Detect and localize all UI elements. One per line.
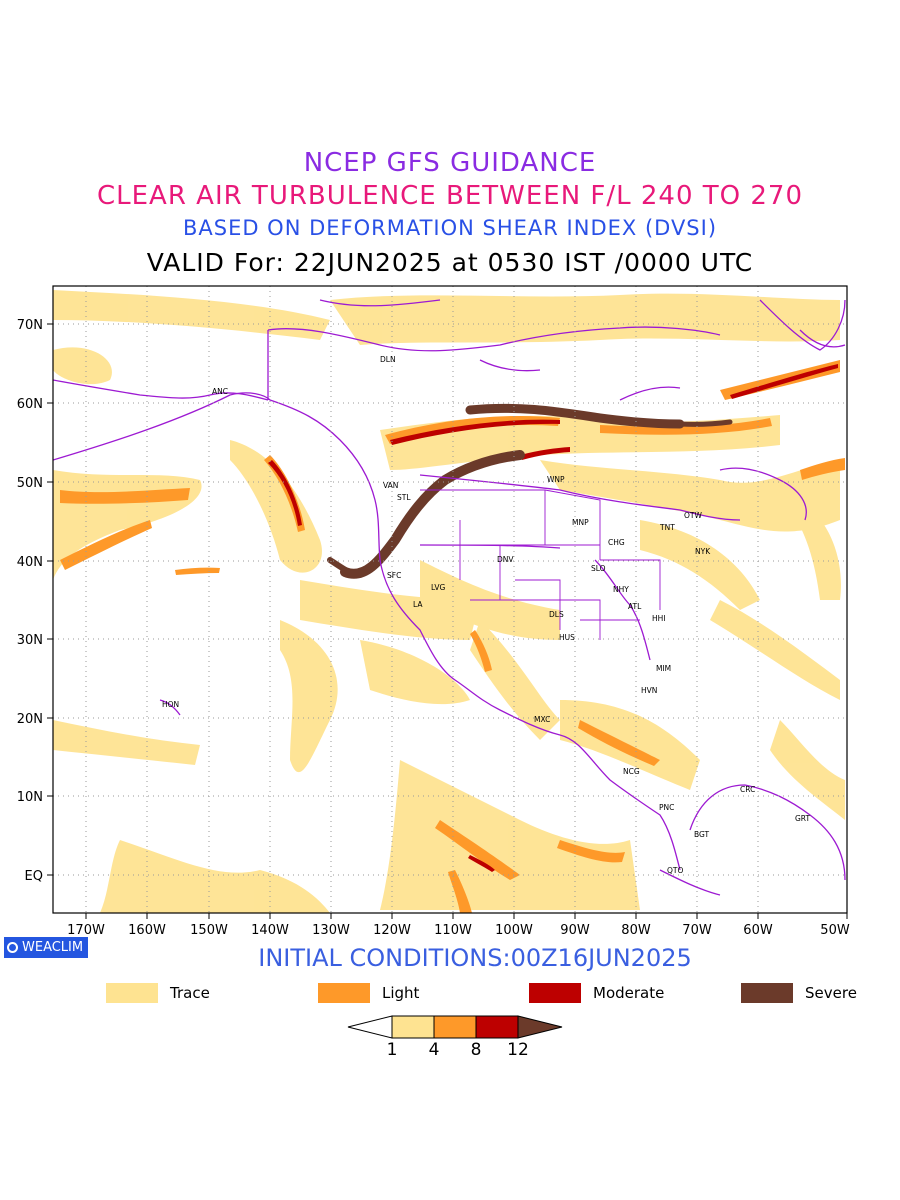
lat-label: EQ <box>25 869 43 884</box>
lon-label: 130W <box>312 923 350 938</box>
lon-label: 160W <box>128 923 166 938</box>
legend-swatch <box>106 983 158 1003</box>
weaclim-logo: WEACLIM <box>4 937 89 958</box>
colorbar-label: 4 <box>428 1040 440 1060</box>
title-product: CLEAR AIR TURBULENCE BETWEEN F/L 240 TO … <box>96 181 804 211</box>
station-label: ANC <box>212 387 228 396</box>
station-labels: DLN ANC VAN STL WNP MNP OTW TNT CHG NYK … <box>162 355 810 875</box>
lon-label: 110W <box>434 923 472 938</box>
lon-label: 140W <box>251 923 289 938</box>
station-label: ATL <box>628 602 642 611</box>
station-label: SLO <box>591 564 606 573</box>
light-areas <box>60 360 845 913</box>
lon-label: 80W <box>621 923 651 938</box>
colorbar-seg-trace <box>391 1015 435 1039</box>
map-frame <box>52 285 848 914</box>
station-label: HON <box>162 700 179 709</box>
lat-label: 50N <box>17 476 43 491</box>
station-label: HVN <box>641 686 657 695</box>
station-label: NCG <box>623 767 640 776</box>
title-valid-time: VALID For: 22JUN2025 at 0530 IST /0000 U… <box>146 248 754 277</box>
colorbar-label: 12 <box>507 1040 529 1060</box>
colorbar-under <box>347 1015 393 1039</box>
turbulence-field <box>53 290 845 913</box>
initial-conditions: INITIAL CONDITIONS:00Z16JUN2025 <box>258 944 692 972</box>
title-method: BASED ON DEFORMATION SHEAR INDEX (DVSI) <box>182 216 718 240</box>
severe-band <box>327 403 733 579</box>
legend-label: Moderate <box>593 984 665 1002</box>
legend-label: Light <box>382 984 420 1002</box>
colorbar <box>347 1015 563 1039</box>
lon-label: 170W <box>67 923 105 938</box>
station-label: MXC <box>534 715 550 724</box>
station-label: NHY <box>613 585 629 594</box>
colorbar-seg-moderate <box>475 1015 519 1039</box>
lon-labels: 170W 160W 150W 140W 130W 120W 110W 100W … <box>67 923 850 938</box>
station-label: DNV <box>497 555 514 564</box>
station-label: CRC <box>740 785 755 794</box>
station-label: MNP <box>572 518 589 527</box>
legend-item-light: Light <box>318 983 419 1003</box>
lon-label: 50W <box>820 923 850 938</box>
borders <box>420 489 661 640</box>
lon-label: 90W <box>560 923 590 938</box>
station-label: LA <box>413 600 423 609</box>
lat-label: 60N <box>17 397 43 412</box>
logo-text: WEACLIM <box>22 940 84 955</box>
lon-label: 70W <box>682 923 712 938</box>
legend-item-trace: Trace <box>106 983 210 1003</box>
colorbar-label: 8 <box>470 1040 482 1060</box>
station-label: TNT <box>659 523 675 532</box>
trace-areas <box>53 290 845 913</box>
station-label: STL <box>397 493 411 502</box>
legend-label: Trace <box>170 984 210 1002</box>
lat-label: 40N <box>17 555 43 570</box>
station-label: WNP <box>547 475 565 484</box>
legend-label: Severe <box>805 984 857 1002</box>
station-label: QTO <box>667 866 683 875</box>
legend-item-severe: Severe <box>741 983 857 1003</box>
colorbar-seg-light <box>433 1015 477 1039</box>
legend-item-moderate: Moderate <box>529 983 664 1003</box>
colorbar-over <box>517 1015 563 1039</box>
legend-swatch <box>318 983 370 1003</box>
station-label: GRT <box>795 814 810 823</box>
lon-label: 60W <box>743 923 773 938</box>
logo-ring-icon <box>7 942 18 953</box>
lat-label: 30N <box>17 633 43 648</box>
station-label: BGT <box>694 830 710 839</box>
moderate-areas <box>268 364 838 872</box>
station-label: SFC <box>387 571 401 580</box>
axis-ticks <box>47 323 848 919</box>
station-label: HUS <box>559 633 575 642</box>
coastlines <box>53 299 846 896</box>
station-label: DLS <box>549 610 564 619</box>
lon-label: 120W <box>373 923 411 938</box>
lat-label: 10N <box>17 790 43 805</box>
lat-labels: 70N 60N 50N 40N 30N 20N 10N EQ <box>17 318 43 884</box>
station-label: LVG <box>431 583 445 592</box>
legend-swatch <box>741 983 793 1003</box>
station-label: VAN <box>383 481 398 490</box>
lon-label: 100W <box>495 923 533 938</box>
station-label: MIM <box>656 664 671 673</box>
lat-label: 20N <box>17 712 43 727</box>
station-label: OTW <box>684 511 702 520</box>
title-model: NCEP GFS GUIDANCE <box>303 148 597 178</box>
station-label: HHI <box>652 614 666 623</box>
station-label: CHG <box>608 538 625 547</box>
station-label: NYK <box>695 547 711 556</box>
station-label: PNC <box>659 803 674 812</box>
lon-label: 150W <box>190 923 228 938</box>
station-label: DLN <box>380 355 396 364</box>
colorbar-label: 1 <box>386 1040 398 1060</box>
legend-swatch <box>529 983 581 1003</box>
lat-label: 70N <box>17 318 43 333</box>
